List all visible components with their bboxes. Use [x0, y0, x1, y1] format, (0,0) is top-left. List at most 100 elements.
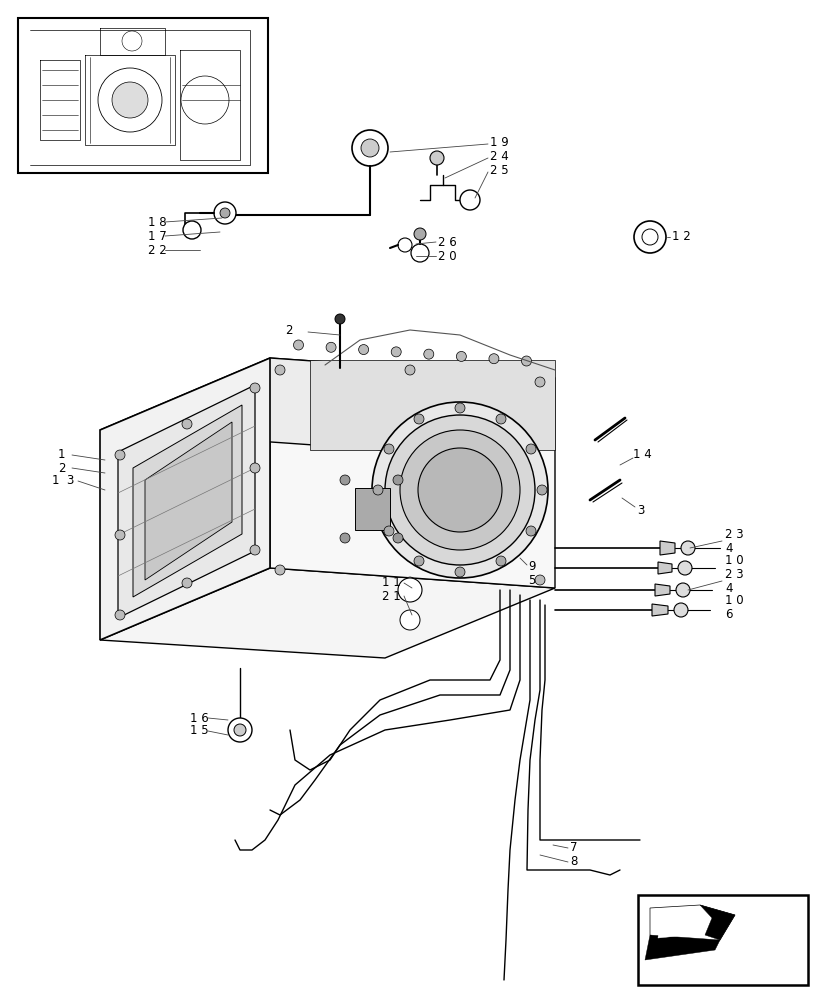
Text: 1 5: 1 5	[189, 724, 208, 738]
Circle shape	[404, 577, 414, 587]
Polygon shape	[657, 918, 689, 938]
Circle shape	[418, 448, 501, 532]
Circle shape	[181, 76, 229, 124]
Circle shape	[115, 450, 125, 460]
Circle shape	[340, 475, 350, 485]
Text: 1 0: 1 0	[724, 554, 743, 568]
Circle shape	[534, 575, 544, 585]
Circle shape	[182, 419, 192, 429]
Polygon shape	[133, 405, 241, 597]
Circle shape	[326, 342, 336, 352]
Text: 4: 4	[724, 582, 732, 594]
Circle shape	[495, 556, 505, 566]
Circle shape	[372, 485, 383, 495]
Circle shape	[250, 545, 260, 555]
Text: 2 2: 2 2	[148, 243, 166, 256]
Circle shape	[423, 349, 433, 359]
Text: 1 0: 1 0	[724, 594, 743, 607]
Text: 1 1: 1 1	[381, 576, 400, 589]
Circle shape	[495, 414, 505, 424]
Circle shape	[455, 567, 465, 577]
Circle shape	[534, 377, 544, 387]
Circle shape	[393, 533, 403, 543]
Text: 2 4: 2 4	[490, 150, 508, 163]
Circle shape	[399, 610, 419, 630]
Text: 2 0: 2 0	[437, 249, 456, 262]
Circle shape	[183, 221, 201, 239]
Text: 7: 7	[569, 841, 576, 854]
Text: 2: 2	[284, 324, 292, 336]
Circle shape	[385, 415, 534, 565]
Text: 2 3: 2 3	[724, 568, 743, 582]
Polygon shape	[649, 905, 734, 945]
Circle shape	[456, 351, 466, 361]
Text: 6: 6	[724, 607, 732, 620]
Circle shape	[384, 526, 394, 536]
Circle shape	[414, 556, 423, 566]
Text: 2 5: 2 5	[490, 164, 508, 177]
Text: 9: 9	[528, 560, 535, 574]
Circle shape	[525, 526, 535, 536]
Circle shape	[488, 354, 499, 364]
Text: 3: 3	[636, 504, 643, 516]
Circle shape	[361, 139, 379, 157]
Polygon shape	[100, 358, 270, 640]
Circle shape	[227, 718, 251, 742]
Circle shape	[390, 347, 401, 357]
Circle shape	[112, 82, 148, 118]
Circle shape	[673, 603, 687, 617]
Circle shape	[393, 475, 403, 485]
Circle shape	[398, 578, 422, 602]
Circle shape	[250, 383, 260, 393]
Bar	[18, 18, 268, 173]
Circle shape	[115, 610, 125, 620]
Polygon shape	[654, 584, 669, 596]
Text: 2 1: 2 1	[381, 589, 400, 602]
Bar	[638, 895, 807, 985]
Circle shape	[220, 208, 230, 218]
Polygon shape	[355, 488, 390, 530]
Text: 1 9: 1 9	[490, 136, 508, 149]
Text: 1 7: 1 7	[148, 230, 166, 242]
Text: 2 6: 2 6	[437, 235, 457, 248]
Circle shape	[404, 365, 414, 375]
Circle shape	[398, 238, 412, 252]
Polygon shape	[270, 358, 554, 588]
Text: 1 8: 1 8	[148, 216, 166, 229]
Circle shape	[335, 314, 345, 324]
Polygon shape	[100, 568, 554, 658]
Polygon shape	[309, 360, 554, 450]
Circle shape	[521, 356, 531, 366]
Polygon shape	[644, 935, 719, 960]
Circle shape	[641, 229, 657, 245]
Circle shape	[460, 190, 480, 210]
Circle shape	[98, 68, 162, 132]
Polygon shape	[657, 562, 672, 574]
Circle shape	[275, 565, 284, 575]
Circle shape	[371, 402, 547, 578]
Text: 8: 8	[569, 855, 576, 868]
Circle shape	[234, 724, 246, 736]
Circle shape	[633, 221, 665, 253]
Circle shape	[358, 345, 368, 355]
Text: 2 3: 2 3	[724, 528, 743, 542]
Circle shape	[410, 244, 428, 262]
Circle shape	[182, 578, 192, 588]
Circle shape	[293, 340, 304, 350]
Circle shape	[677, 561, 691, 575]
Text: 2: 2	[58, 462, 65, 475]
Text: 4: 4	[724, 542, 732, 554]
Text: 1: 1	[58, 448, 65, 462]
Circle shape	[384, 444, 394, 454]
Circle shape	[115, 530, 125, 540]
Polygon shape	[145, 422, 232, 580]
Circle shape	[213, 202, 236, 224]
Circle shape	[537, 485, 547, 495]
Circle shape	[675, 583, 689, 597]
Circle shape	[680, 541, 694, 555]
Text: 1 2: 1 2	[672, 231, 690, 243]
Circle shape	[414, 414, 423, 424]
Text: 5: 5	[528, 574, 535, 586]
Polygon shape	[651, 604, 667, 616]
Circle shape	[351, 130, 388, 166]
